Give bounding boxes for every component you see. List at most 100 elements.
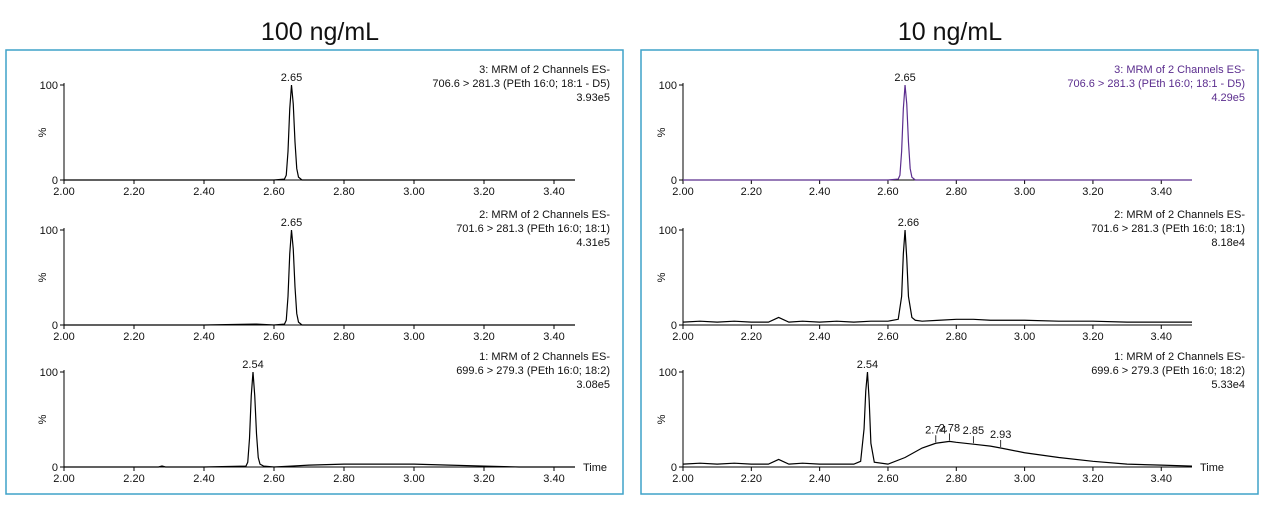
panel-title: 10 ng/mL <box>898 18 1002 46</box>
x-tick-label: 2.80 <box>333 331 354 343</box>
x-tick-label: 2.20 <box>741 186 762 198</box>
y-tick-label: 0 <box>52 462 58 474</box>
x-tick-label: 2.60 <box>263 473 284 485</box>
panel-frame <box>5 49 624 495</box>
y-tick-label: 100 <box>659 367 677 379</box>
x-tick-label: 2.40 <box>809 473 830 485</box>
trace-intensity: 3.93e5 <box>576 92 610 104</box>
y-tick-label: 0 <box>52 175 58 187</box>
x-tick-label: 3.40 <box>543 186 564 198</box>
trace-intensity: 5.33e4 <box>1211 379 1245 391</box>
trace-title: 2: MRM of 2 Channels ES- <box>1114 209 1245 221</box>
x-tick-label: 2.00 <box>53 473 74 485</box>
x-tick-label: 2.60 <box>877 473 898 485</box>
trace-line <box>682 229 1192 323</box>
x-tick-label: 2.80 <box>333 186 354 198</box>
x-axis-label: Time <box>1200 462 1224 474</box>
x-tick-label: 3.20 <box>473 473 494 485</box>
y-tick-label: 0 <box>671 175 677 187</box>
y-tick-label: 0 <box>671 320 677 332</box>
x-tick-label: 2.20 <box>123 473 144 485</box>
trace-line <box>64 84 575 181</box>
panel-title: 100 ng/mL <box>261 18 379 46</box>
x-tick-label: 2.00 <box>53 331 74 343</box>
x-tick-label: 3.00 <box>403 331 424 343</box>
peak-label: 2.65 <box>281 217 302 229</box>
x-tick-label: 3.00 <box>403 473 424 485</box>
x-tick-label: 3.20 <box>1082 331 1103 343</box>
x-tick-label: 2.40 <box>809 331 830 343</box>
peak-label: 2.54 <box>857 359 878 371</box>
x-tick-label: 3.20 <box>1082 473 1103 485</box>
y-axis-label: % <box>656 414 668 424</box>
trace-subtitle: 701.6 > 281.3 (PEth 16:0; 18:1) <box>456 223 610 235</box>
y-tick-label: 100 <box>40 80 58 92</box>
y-axis-label: % <box>656 272 668 282</box>
trace-title: 1: MRM of 2 Channels ES- <box>479 351 610 363</box>
y-tick-label: 100 <box>40 367 58 379</box>
x-tick-label: 2.00 <box>53 186 74 198</box>
x-tick-label: 2.00 <box>672 331 693 343</box>
peak-label: 2.66 <box>898 217 919 229</box>
trace-subtitle: 706.6 > 281.3 (PEth 16:0; 18:1 - D5) <box>432 78 610 90</box>
x-tick-label: 2.20 <box>741 331 762 343</box>
x-tick-label: 2.80 <box>333 473 354 485</box>
peak-label: 2.65 <box>894 72 915 84</box>
x-tick-label: 3.00 <box>1014 473 1035 485</box>
trace-title: 3: MRM of 2 Channels ES- <box>1114 64 1245 76</box>
x-tick-label: 3.40 <box>1151 473 1172 485</box>
peak-label: 2.65 <box>281 72 302 84</box>
x-tick-label: 2.60 <box>263 186 284 198</box>
peak-label: 2.85 <box>963 425 984 437</box>
x-tick-label: 2.00 <box>672 473 693 485</box>
x-tick-label: 2.80 <box>946 186 967 198</box>
x-tick-label: 3.40 <box>1151 186 1172 198</box>
x-tick-label: 3.20 <box>473 186 494 198</box>
trace-line <box>64 229 575 326</box>
x-tick-label: 2.60 <box>263 331 284 343</box>
x-tick-label: 2.80 <box>946 473 967 485</box>
x-tick-label: 2.00 <box>672 186 693 198</box>
x-axis-label: Time <box>583 462 607 474</box>
x-tick-label: 3.40 <box>543 331 564 343</box>
x-tick-label: 3.20 <box>1082 186 1103 198</box>
trace-subtitle: 706.6 > 281.3 (PEth 16:0; 18:1 - D5) <box>1067 78 1245 90</box>
x-tick-label: 2.80 <box>946 331 967 343</box>
x-tick-label: 2.60 <box>877 331 898 343</box>
x-tick-label: 3.20 <box>473 331 494 343</box>
trace-title: 2: MRM of 2 Channels ES- <box>479 209 610 221</box>
trace-title: 1: MRM of 2 Channels ES- <box>1114 351 1245 363</box>
y-axis-label: % <box>37 272 49 282</box>
y-tick-label: 0 <box>671 462 677 474</box>
x-tick-label: 3.40 <box>1151 331 1172 343</box>
y-axis-label: % <box>656 127 668 137</box>
x-tick-label: 3.40 <box>543 473 564 485</box>
peak-label: 2.54 <box>242 359 263 371</box>
trace-intensity: 4.29e5 <box>1211 92 1245 104</box>
trace-line <box>682 371 1193 467</box>
trace-subtitle: 701.6 > 281.3 (PEth 16:0; 18:1) <box>1091 223 1245 235</box>
y-tick-label: 0 <box>52 320 58 332</box>
x-tick-label: 3.00 <box>1014 331 1035 343</box>
x-tick-label: 2.20 <box>741 473 762 485</box>
trace-intensity: 3.08e5 <box>576 379 610 391</box>
x-tick-label: 3.00 <box>1014 186 1035 198</box>
y-axis-label: % <box>37 127 49 137</box>
x-tick-label: 3.00 <box>403 186 424 198</box>
x-tick-label: 2.40 <box>193 331 214 343</box>
y-axis-label: % <box>37 414 49 424</box>
y-tick-label: 100 <box>659 225 677 237</box>
peak-label: 2.78 <box>939 422 960 434</box>
y-tick-label: 100 <box>40 225 58 237</box>
x-tick-label: 2.40 <box>809 186 830 198</box>
trace-intensity: 4.31e5 <box>576 237 610 249</box>
y-tick-label: 100 <box>659 80 677 92</box>
trace-subtitle: 699.6 > 279.3 (PEth 16:0; 18:2) <box>1091 365 1245 377</box>
x-tick-label: 2.20 <box>123 186 144 198</box>
trace-subtitle: 699.6 > 279.3 (PEth 16:0; 18:2) <box>456 365 610 377</box>
trace-line <box>683 84 1192 181</box>
trace-line <box>64 371 575 468</box>
x-tick-label: 2.40 <box>193 473 214 485</box>
trace-title: 3: MRM of 2 Channels ES- <box>479 64 610 76</box>
